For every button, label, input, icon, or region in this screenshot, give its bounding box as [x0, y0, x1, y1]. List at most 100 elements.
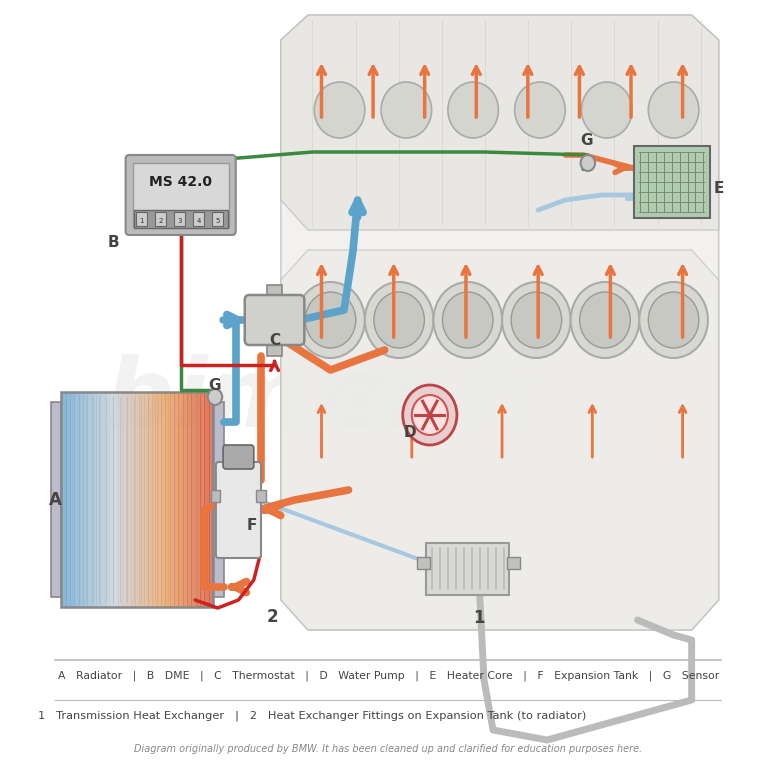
Bar [161, 392, 167, 607]
Text: 1: 1 [140, 218, 144, 224]
Bar [174, 392, 180, 607]
Text: 5: 5 [216, 218, 220, 224]
Bar [153, 392, 157, 607]
Bar [51, 402, 61, 597]
Bar [127, 392, 132, 607]
Bar [508, 557, 520, 569]
Bar [257, 490, 266, 502]
FancyBboxPatch shape [126, 155, 236, 235]
Polygon shape [281, 15, 719, 630]
Bar [200, 392, 205, 607]
Text: 2: 2 [267, 608, 279, 626]
Text: D: D [404, 425, 416, 440]
Bar [267, 285, 282, 303]
Circle shape [515, 82, 565, 138]
FancyBboxPatch shape [426, 543, 509, 595]
Text: 2: 2 [159, 218, 163, 224]
Circle shape [648, 82, 699, 138]
Circle shape [402, 385, 457, 445]
Circle shape [648, 292, 699, 348]
Text: G: G [209, 378, 221, 393]
Bar [194, 212, 204, 226]
Bar [61, 392, 214, 607]
Text: C: C [269, 333, 280, 348]
Bar [134, 210, 227, 228]
Circle shape [314, 82, 365, 138]
Bar [74, 392, 80, 607]
Bar [109, 392, 114, 607]
Bar [155, 212, 166, 226]
Bar [135, 392, 141, 607]
Circle shape [207, 389, 222, 405]
Bar [214, 402, 224, 597]
Bar [79, 392, 84, 607]
FancyBboxPatch shape [216, 462, 261, 558]
Bar [61, 392, 67, 607]
Bar [104, 392, 110, 607]
Bar [114, 392, 119, 607]
Circle shape [581, 82, 632, 138]
Bar [144, 392, 149, 607]
FancyBboxPatch shape [133, 163, 229, 227]
Circle shape [580, 292, 631, 348]
Text: 4: 4 [197, 218, 201, 224]
Circle shape [305, 292, 356, 348]
Bar [267, 338, 282, 356]
FancyBboxPatch shape [634, 146, 710, 218]
Bar [165, 392, 170, 607]
Circle shape [365, 282, 433, 358]
Text: er.fi: er.fi [323, 353, 536, 446]
Bar [83, 392, 88, 607]
Bar [174, 212, 185, 226]
Bar [196, 392, 201, 607]
Bar [178, 392, 184, 607]
Bar [118, 392, 123, 607]
Bar [70, 392, 75, 607]
FancyBboxPatch shape [245, 295, 304, 345]
Circle shape [374, 292, 425, 348]
Circle shape [639, 282, 708, 358]
Text: 3: 3 [177, 218, 182, 224]
Bar [212, 212, 223, 226]
FancyBboxPatch shape [223, 445, 253, 469]
Bar [66, 392, 71, 607]
Text: E: E [713, 181, 724, 196]
Text: 1: 1 [473, 609, 485, 627]
Text: F: F [247, 518, 257, 533]
Text: A: A [48, 491, 61, 509]
Text: 1   Transmission Heat Exchanger   |   2   Heat Exchanger Fittings on Expansion T: 1 Transmission Heat Exchanger | 2 Heat E… [38, 711, 587, 721]
Text: A   Radiator   |   B   DME   |   C   Thermostat   |   D   Water Pump   |   E   H: A Radiator | B DME | C Thermostat | D Wa… [58, 671, 719, 682]
Bar [137, 212, 147, 226]
Circle shape [581, 155, 595, 171]
Text: Diagram originally produced by BMW. It has been cleaned up and clarified for edu: Diagram originally produced by BMW. It h… [134, 744, 642, 754]
Bar [157, 392, 162, 607]
Circle shape [433, 282, 502, 358]
Text: B: B [108, 235, 120, 250]
Bar [96, 392, 101, 607]
Bar [170, 392, 175, 607]
Text: MS 42.0: MS 42.0 [149, 175, 212, 189]
Bar [122, 392, 127, 607]
Circle shape [571, 282, 639, 358]
Bar [88, 392, 93, 607]
Circle shape [448, 82, 498, 138]
Circle shape [511, 292, 561, 348]
Circle shape [442, 292, 493, 348]
Bar [92, 392, 97, 607]
Bar [187, 392, 193, 607]
Circle shape [296, 282, 365, 358]
Text: G: G [581, 133, 593, 148]
Circle shape [381, 82, 432, 138]
Bar [204, 392, 210, 607]
Bar [101, 392, 106, 607]
Text: bimm: bimm [105, 353, 411, 446]
Bar [140, 392, 144, 607]
Bar [183, 392, 188, 607]
Circle shape [502, 282, 571, 358]
Bar [148, 392, 154, 607]
Bar [209, 392, 214, 607]
Polygon shape [281, 250, 719, 630]
Polygon shape [281, 15, 719, 230]
Bar [211, 490, 220, 502]
Bar [417, 557, 430, 569]
